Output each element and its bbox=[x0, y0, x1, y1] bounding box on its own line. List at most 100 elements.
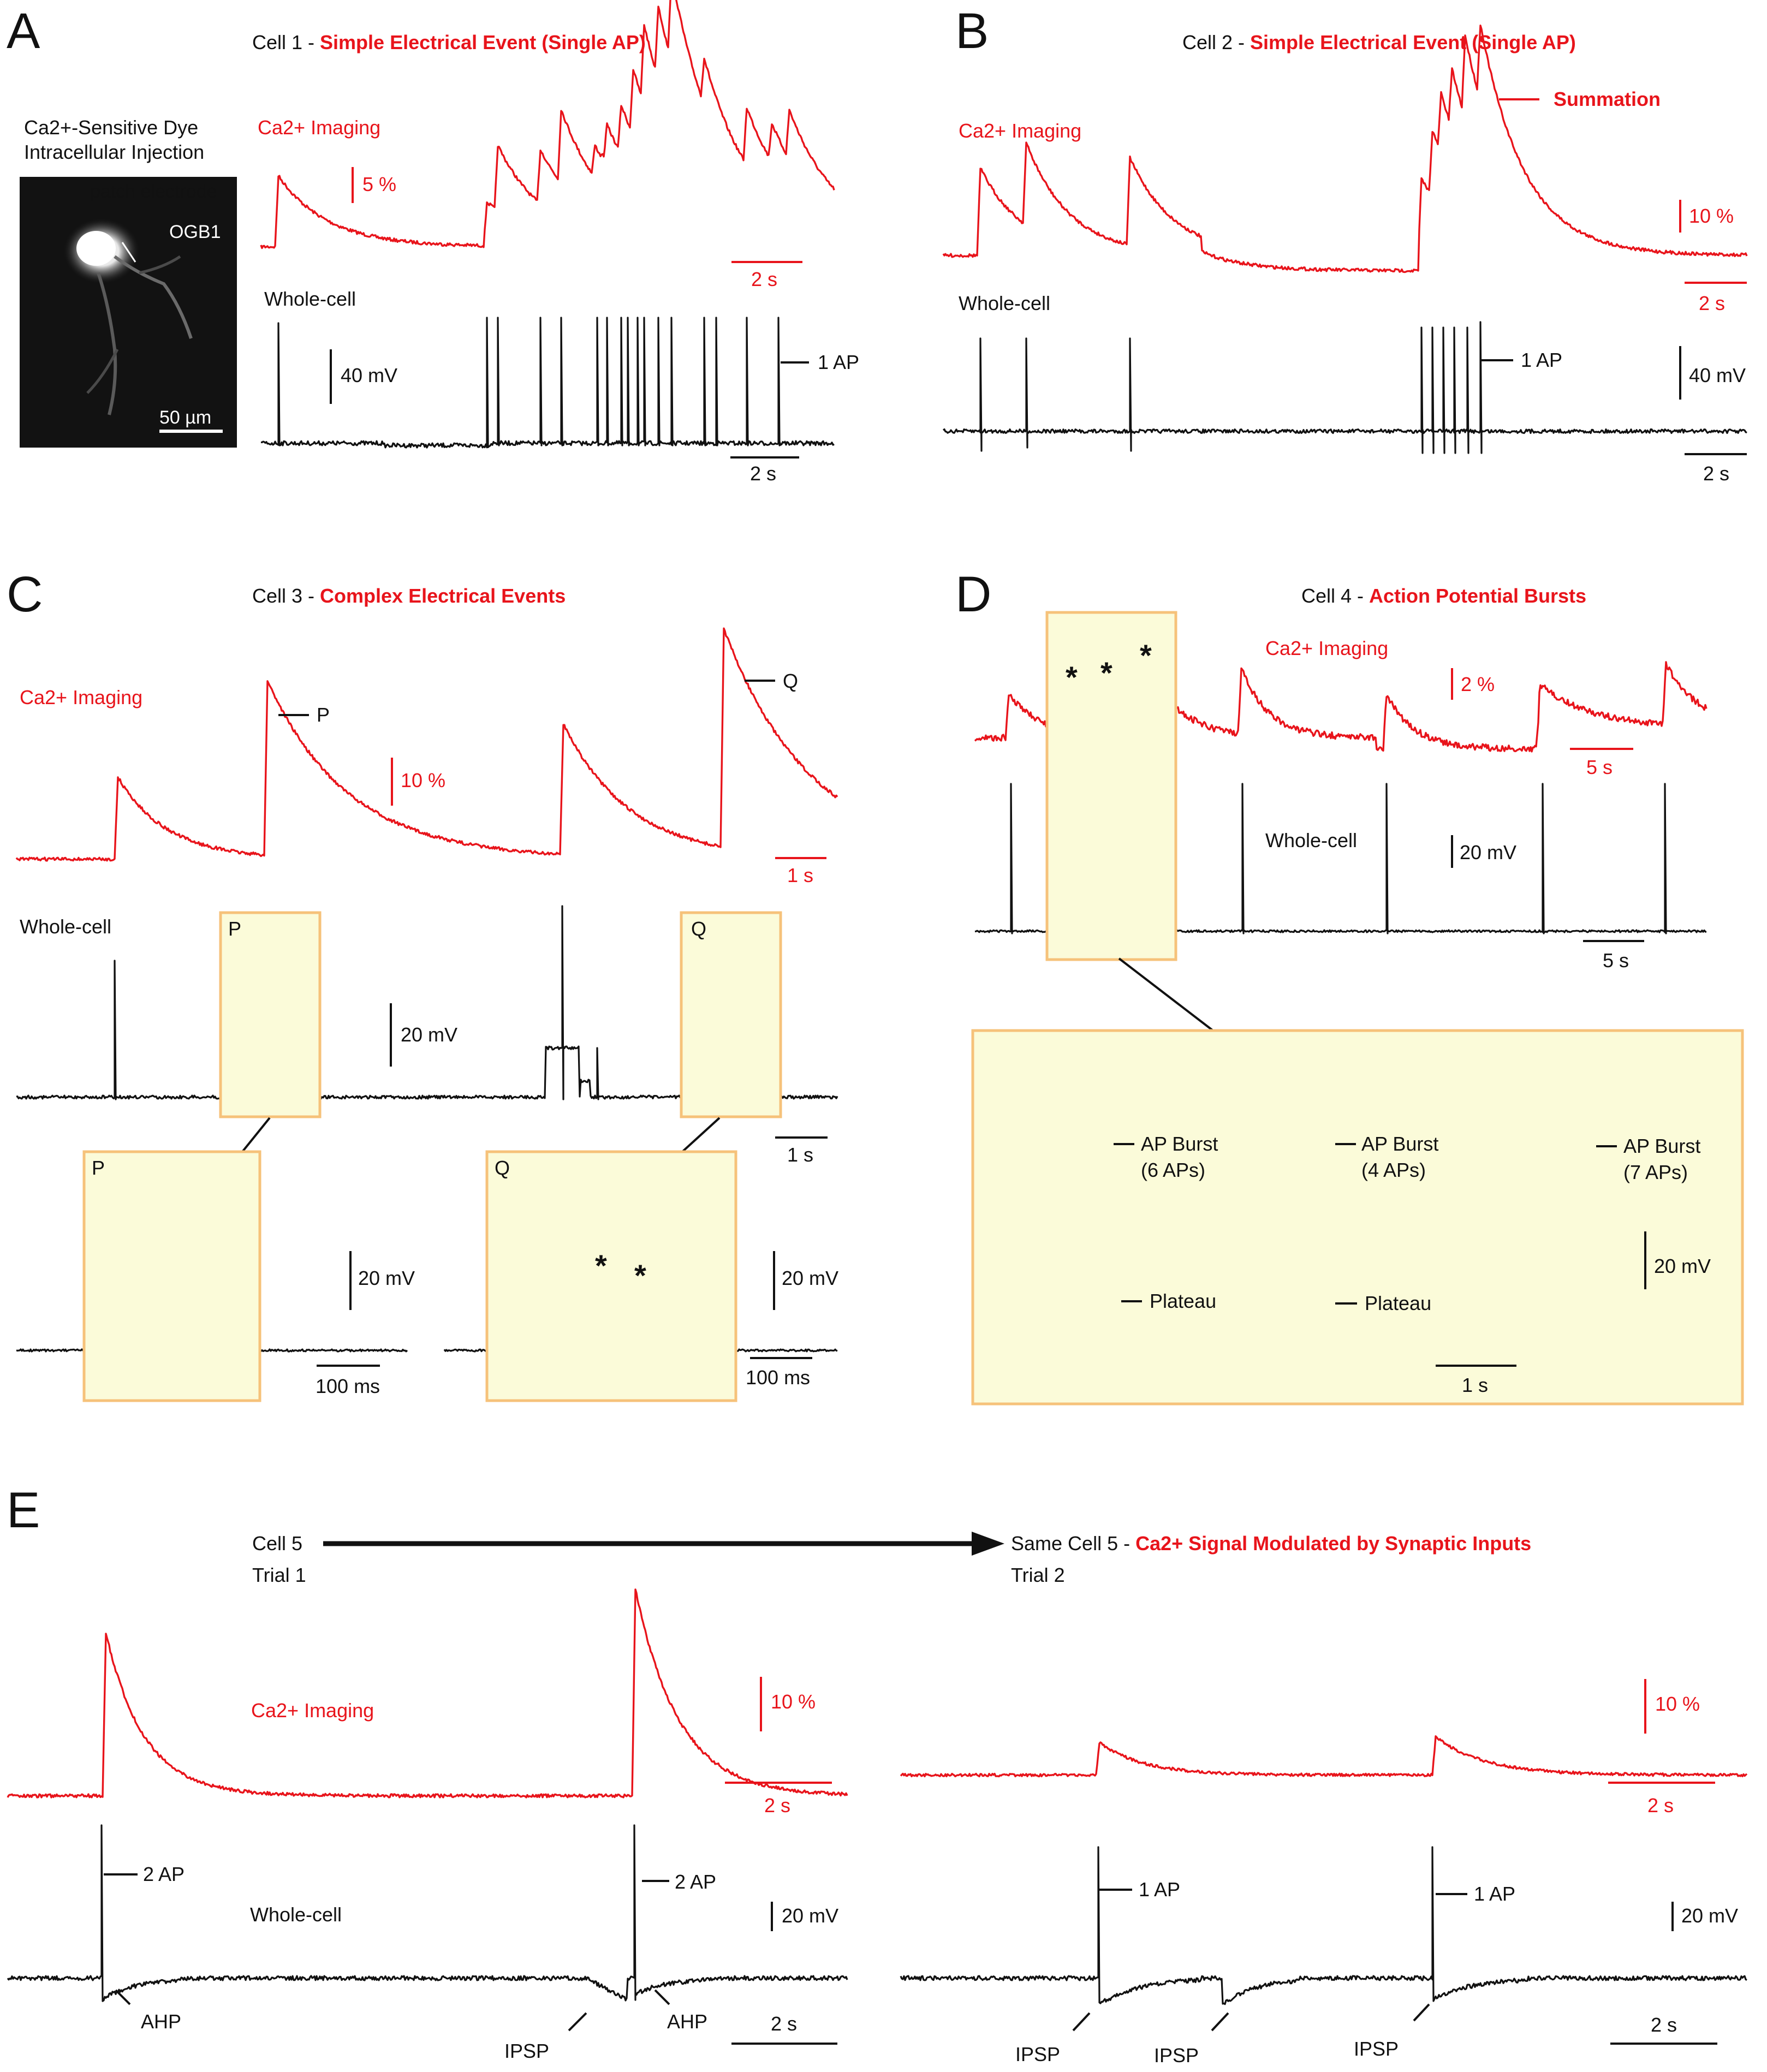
panel-e: E Cell 5 Trial 1 Same Cell 5 - Ca2+ Sign… bbox=[7, 1482, 1738, 2067]
panel-d-voltage-trace-post bbox=[1174, 783, 1707, 934]
panel-e-left-v-scale: 20 mV bbox=[782, 1904, 838, 1927]
panel-e-event: Ca2+ Signal Modulated by Synaptic Inputs bbox=[1135, 1532, 1531, 1555]
zoom-connector-d bbox=[1118, 957, 1214, 1032]
micrometer-scale-label: 50 µm bbox=[159, 407, 211, 428]
panel-b-wc-time: 2 s bbox=[1703, 462, 1729, 485]
panel-d-event: Action Potential Bursts bbox=[1369, 585, 1586, 607]
inset-d-time: 1 s bbox=[1462, 1374, 1488, 1396]
panel-d-ca-scale: 2 % bbox=[1461, 673, 1495, 695]
panel-e-ipsp-1: IPSP bbox=[504, 2040, 549, 2062]
panel-a-ca-time: 2 s bbox=[751, 268, 777, 290]
panel-a-ca-scale: 5 % bbox=[362, 173, 396, 195]
panel-c-ca-scale: 10 % bbox=[401, 769, 445, 791]
panel-b-ca-time: 2 s bbox=[1699, 292, 1725, 314]
panel-e-ap2-right: 2 AP bbox=[675, 1871, 716, 1893]
dye-label: OGB1 bbox=[169, 222, 221, 242]
panel-e-trial-right: Trial 2 bbox=[1011, 1564, 1065, 1586]
panel-e-ca-label: Ca2+ Imaging bbox=[251, 1699, 374, 1722]
panel-e-wc-label: Whole-cell bbox=[250, 1903, 342, 1926]
inset-q-label: Q bbox=[495, 1157, 510, 1179]
panel-b-cell: Cell 2 - bbox=[1182, 31, 1250, 53]
svg-text:Cell 4 - Action Potential Burs: Cell 4 - Action Potential Bursts bbox=[1301, 585, 1586, 607]
panel-b-wc-label: Whole-cell bbox=[959, 292, 1050, 314]
panel-e-trial-left: Trial 1 bbox=[252, 1564, 306, 1586]
fluorescence-image bbox=[20, 177, 237, 448]
panel-c-marker-p: P bbox=[317, 704, 330, 726]
summation-label: Summation bbox=[1554, 88, 1661, 110]
panel-e-right-ca-time: 2 s bbox=[1647, 1794, 1674, 1817]
panel-a-ca-label: Ca2+ Imaging bbox=[258, 116, 380, 139]
panel-b-v-scale: 40 mV bbox=[1689, 364, 1746, 386]
panel-letter-b: B bbox=[955, 3, 989, 59]
highlight-box-q bbox=[680, 911, 782, 1118]
panel-a-inset-title-2: Intracellular Injection bbox=[24, 141, 204, 163]
panel-e-left-calcium-trace bbox=[7, 1588, 848, 1799]
panel-d-star-3: * bbox=[1140, 638, 1152, 672]
dendrite bbox=[139, 255, 181, 275]
box-p-label: P bbox=[228, 918, 241, 940]
inset-p-v-scale: 20 mV bbox=[358, 1267, 415, 1289]
panel-d-ca-time: 5 s bbox=[1586, 756, 1613, 778]
svg-text:Cell 3 - Complex Electrical Ev: Cell 3 - Complex Electrical Events bbox=[252, 585, 566, 607]
panel-b-calcium-trace bbox=[942, 25, 1748, 273]
panel-a-v-scale: 40 mV bbox=[341, 364, 397, 386]
burst-1-label: AP Burst bbox=[1141, 1133, 1218, 1155]
panel-e-cell-left: Cell 5 bbox=[252, 1532, 302, 1555]
dendrite bbox=[114, 255, 193, 339]
panel-a-voltage-trace bbox=[260, 317, 835, 449]
panel-b-ap-label: 1 AP bbox=[1521, 349, 1562, 371]
svg-text:Cell 2 - Simple Electrical Eve: Cell 2 - Simple Electrical Event (Single… bbox=[1182, 31, 1576, 53]
burst-1-count: (6 APs) bbox=[1141, 1159, 1205, 1181]
inset-box-q bbox=[485, 1150, 737, 1402]
panel-e-right-voltage-trace bbox=[900, 1846, 1747, 2005]
inset-box-p bbox=[82, 1150, 261, 1402]
box-q-label: Q bbox=[691, 918, 706, 940]
panel-e-ipsp-3: IPSP bbox=[1154, 2044, 1199, 2067]
panel-c-ca-time: 1 s bbox=[787, 864, 813, 886]
panel-e-right-v-scale: 20 mV bbox=[1681, 1904, 1738, 1927]
panel-d: D Cell 4 - Action Potential Bursts Ca2+ … bbox=[955, 567, 1744, 1406]
panel-letter-a: A bbox=[7, 3, 40, 59]
panel-b: B Cell 2 - Simple Electrical Event (Sing… bbox=[955, 3, 1747, 485]
panel-e-left-voltage-trace bbox=[7, 1824, 848, 2002]
panel-e-right-wc-time: 2 s bbox=[1651, 2014, 1677, 2036]
panel-c-ca-label: Ca2+ Imaging bbox=[20, 686, 142, 708]
burst-2-count: (4 APs) bbox=[1361, 1159, 1426, 1181]
panel-c-marker-q: Q bbox=[783, 670, 798, 692]
panel-e-ahp-1: AHP bbox=[141, 2010, 181, 2033]
patch-electrode-label: patch electrode bbox=[90, 181, 217, 202]
panel-e-ap1-right: 1 AP bbox=[1474, 1883, 1515, 1905]
plateau-2-label: Plateau bbox=[1365, 1292, 1431, 1314]
highlight-box-d bbox=[1045, 611, 1177, 961]
panel-letter-d: D bbox=[955, 567, 991, 622]
panel-a: A Cell 1 - Simple Electrical Event (Sing… bbox=[7, 3, 859, 485]
zoom-connector-p bbox=[241, 1117, 271, 1153]
svg-text:Cell 1 - Simple Electrical Eve: Cell 1 - Simple Electrical Event (Single… bbox=[252, 31, 646, 53]
burst-3-count: (7 APs) bbox=[1623, 1161, 1688, 1183]
panel-e-ahp-2: AHP bbox=[667, 2010, 707, 2033]
panel-d-voltage-trace-pre bbox=[974, 783, 1052, 934]
panel-letter-e: E bbox=[7, 1482, 40, 1538]
inset-q-time: 100 ms bbox=[746, 1366, 810, 1389]
panel-c-calcium-trace bbox=[15, 627, 838, 862]
panel-c-wc-label: Whole-cell bbox=[20, 915, 111, 938]
panel-c-star-2: * bbox=[634, 1258, 646, 1293]
panel-a-calcium-trace bbox=[260, 0, 835, 249]
panel-e-left-ca-time: 2 s bbox=[764, 1794, 790, 1817]
panel-c-wc-time: 1 s bbox=[787, 1144, 813, 1166]
panel-e-cell-right: Same Cell 5 - bbox=[1011, 1532, 1135, 1555]
dendrite bbox=[97, 272, 117, 415]
inset-p-time: 100 ms bbox=[316, 1375, 380, 1397]
dendrite bbox=[86, 348, 119, 394]
panel-b-ca-scale: 10 % bbox=[1689, 205, 1734, 227]
panel-d-ca-label: Ca2+ Imaging bbox=[1265, 637, 1388, 659]
panel-b-voltage-trace bbox=[942, 321, 1747, 454]
panel-d-star-2: * bbox=[1100, 656, 1112, 690]
panel-a-wc-time: 2 s bbox=[750, 462, 776, 485]
panel-c: C Cell 3 - Complex Electrical Events Ca2… bbox=[7, 567, 838, 1402]
svg-text:Same Cell 5 - Ca2+ Signal Modu: Same Cell 5 - Ca2+ Signal Modulated by S… bbox=[1011, 1532, 1531, 1555]
panel-d-wc-time: 5 s bbox=[1603, 949, 1629, 972]
panel-a-ap-label: 1 AP bbox=[818, 351, 859, 373]
panel-d-v-scale: 20 mV bbox=[1460, 841, 1516, 864]
